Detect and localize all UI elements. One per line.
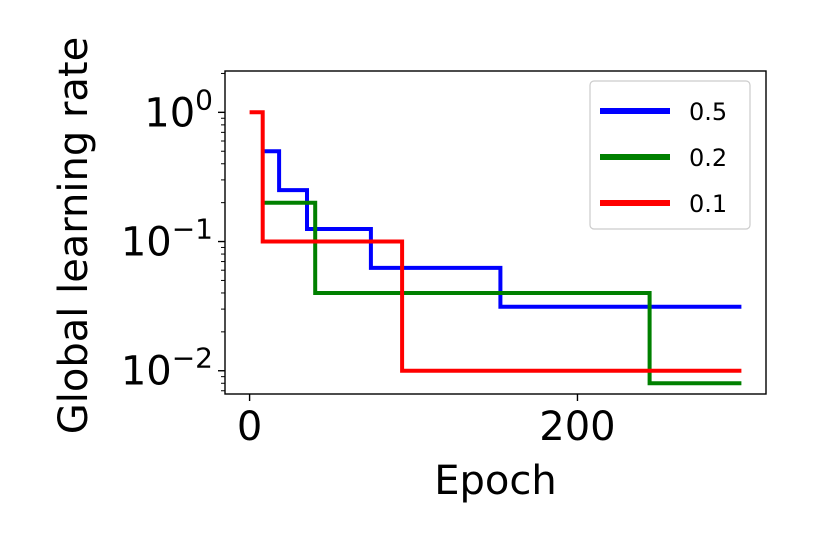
- y-tick-label: 100: [144, 83, 213, 136]
- series-layer: [249, 110, 742, 386]
- y-tick-label: 10−2: [121, 342, 213, 395]
- legend: 0.5 0.2 0.1: [589, 80, 751, 230]
- legend-label: 0.5: [689, 98, 727, 126]
- series-line-0.2: [262, 200, 742, 386]
- legend-label: 0.1: [689, 190, 727, 218]
- y-axis: 100 10−1 10−2: [121, 72, 225, 395]
- y-axis-title: Global learning rate: [51, 37, 97, 434]
- legend-label: 0.2: [689, 144, 727, 172]
- x-axis-title: Epoch: [434, 458, 556, 504]
- plot-frame: [224, 70, 767, 395]
- series-line-0.5: [262, 149, 742, 309]
- y-tick-label: 10−1: [121, 213, 213, 266]
- series-line-0.1: [249, 110, 742, 373]
- x-tick-label: 200: [539, 404, 615, 450]
- x-tick-label: 0: [237, 404, 262, 450]
- x-axis: 0 200: [237, 394, 616, 450]
